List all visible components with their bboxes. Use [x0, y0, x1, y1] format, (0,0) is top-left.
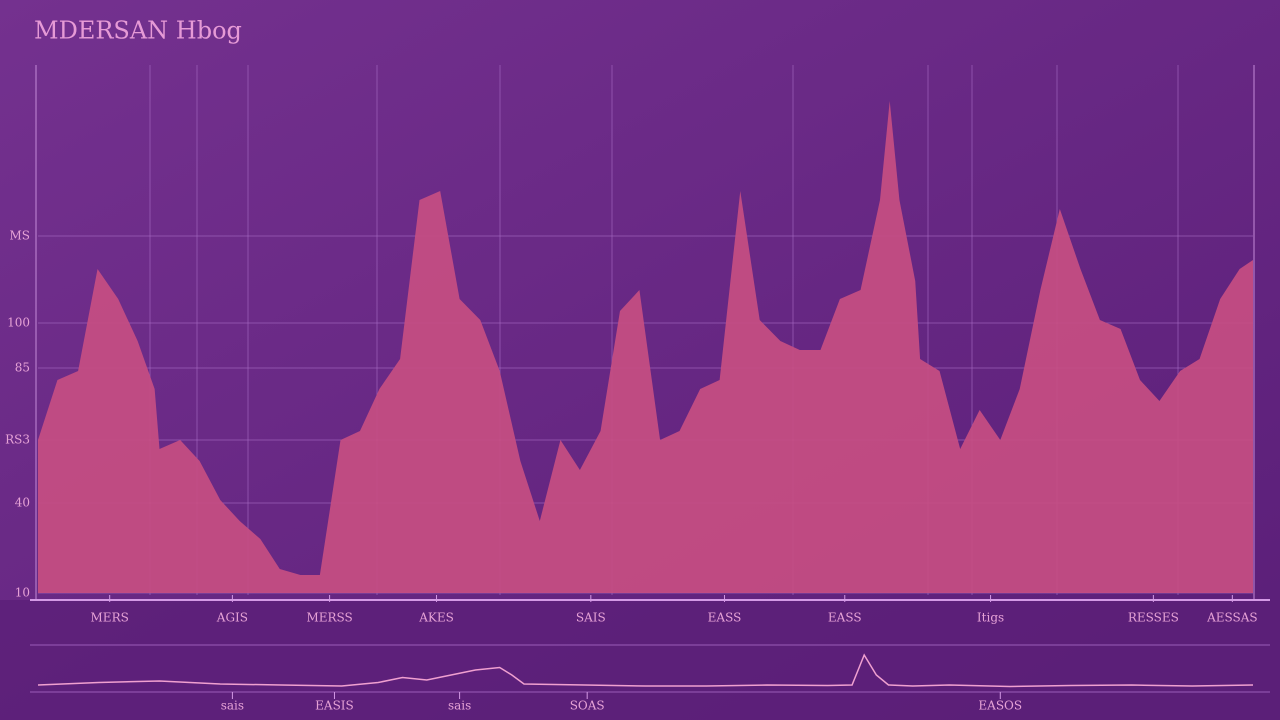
area: [38, 101, 1253, 593]
y-tick-label: MS: [9, 229, 30, 243]
x-tick-label: EASOS: [978, 699, 1022, 713]
x-tick-label: MERSS: [306, 611, 352, 625]
x-tick-label: Itigs: [977, 611, 1004, 625]
x-tick-label: AESSAS: [1206, 611, 1258, 625]
y-tick-label: 40: [15, 496, 30, 510]
x-tick-label: RESSES: [1128, 611, 1179, 625]
y-tick-label: RS3: [5, 433, 30, 447]
line: [37, 653, 1254, 688]
x-tick-label: MERS: [91, 611, 129, 625]
x-tick-label: SOAS: [570, 699, 605, 713]
y-tick-label: 10: [15, 586, 30, 600]
x-tick-label: sais: [448, 699, 471, 713]
x-tick-label: sais: [221, 699, 244, 713]
x-tick-label: AGIS: [216, 611, 248, 625]
x-tick-label: EASS: [828, 611, 862, 625]
x-tick-label: EASS: [708, 611, 742, 625]
x-tick-label: EASIS: [315, 699, 354, 713]
chart-title: MDERSAN Hbog: [34, 17, 242, 45]
x-tick-label: SAIS: [576, 611, 606, 625]
y-tick-label: 85: [15, 361, 30, 375]
y-tick-label: 100: [7, 316, 30, 330]
bottom-panel: [0, 600, 1280, 720]
x-tick-label: AKES: [418, 611, 454, 625]
